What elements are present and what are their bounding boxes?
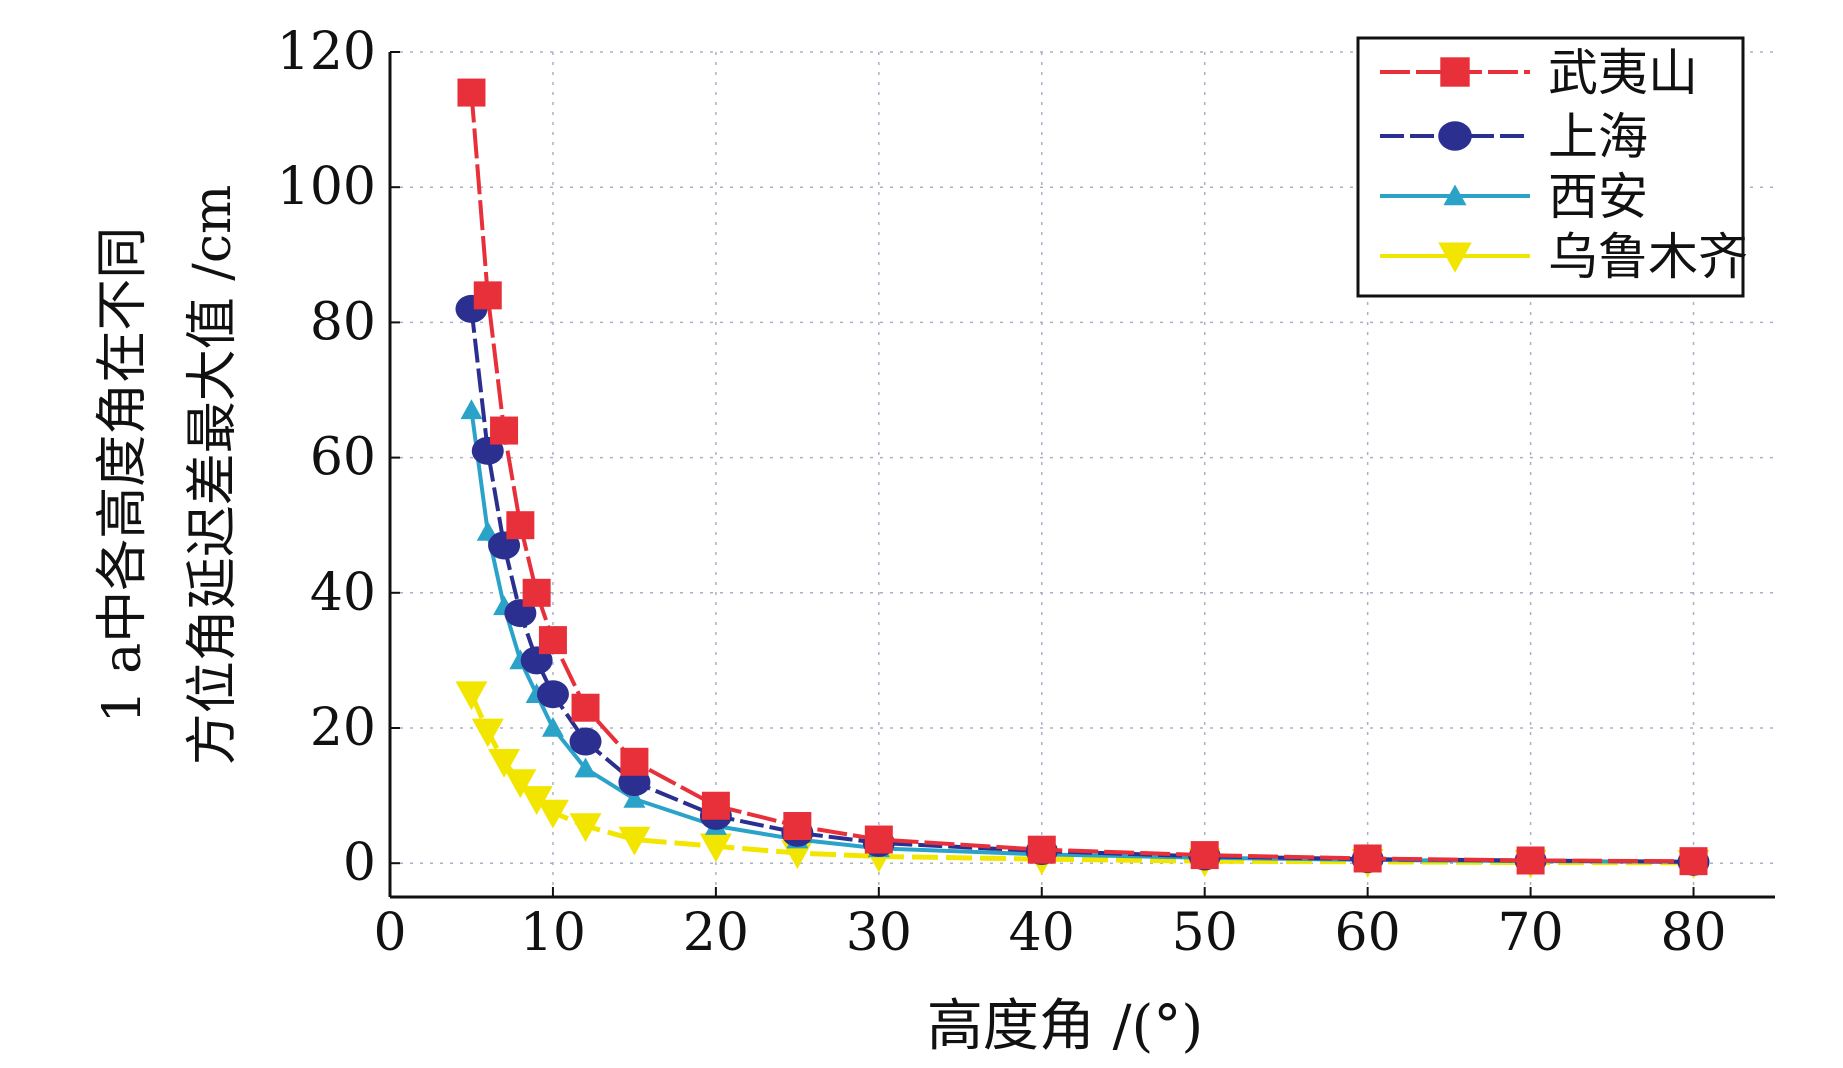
data-point-0-8	[701, 791, 730, 820]
x-tick-label-50: 50	[1172, 903, 1238, 963]
series-2	[460, 399, 1705, 871]
series-line-1	[469, 308, 1694, 864]
data-point-3-3	[504, 769, 537, 799]
legend-marker-0	[1440, 57, 1470, 87]
data-point-0-5	[538, 626, 567, 655]
y-tick-label-120: 120	[277, 22, 376, 82]
x-tick-label-30: 30	[846, 903, 912, 963]
series-line-3	[469, 693, 1694, 866]
axes	[388, 52, 1775, 899]
series-line-2	[469, 410, 1694, 864]
data-point-3-1	[471, 718, 504, 748]
data-point-0-1	[473, 281, 502, 310]
legend-label-0: 武夷山	[1548, 44, 1698, 102]
data-point-3-8	[699, 833, 732, 863]
data-point-3-2	[488, 749, 521, 778]
data-point-2-6	[574, 757, 597, 778]
data-point-3-7	[618, 826, 651, 856]
legend-label-1: 上海	[1548, 108, 1648, 166]
y-tick-label-0: 0	[343, 833, 376, 893]
x-tick-label-0: 0	[373, 903, 406, 963]
legend-marker-1	[1438, 121, 1472, 151]
series-line-0	[469, 92, 1694, 864]
series-1	[455, 294, 1710, 876]
grid	[390, 51, 1775, 897]
data-point-3-0	[455, 681, 488, 711]
y-axis-label-line-1: 1 a中各高度角在不同	[93, 227, 153, 724]
x-tick-label-20: 20	[683, 903, 749, 963]
tick-labels: 0 10 20 30 40 50 60 70 80 0 20 40 60 80 100 120	[277, 22, 1727, 963]
data-point-0-14	[1516, 846, 1545, 875]
data-point-3-6	[569, 813, 602, 843]
legend-marker-3	[1438, 242, 1472, 273]
data-point-0-10	[864, 825, 893, 854]
y-tick-label-40: 40	[310, 563, 376, 623]
data-point-0-2	[490, 416, 519, 445]
x-tick-label-80: 80	[1660, 903, 1726, 963]
legend-label-3: 乌鲁木齐	[1548, 228, 1748, 286]
data-point-2-7	[623, 787, 646, 808]
data-point-0-0	[457, 78, 486, 107]
data-point-3-5	[536, 799, 569, 829]
x-tick-label-60: 60	[1335, 903, 1401, 963]
data-point-0-15	[1679, 847, 1708, 876]
data-point-3-4	[520, 786, 553, 815]
data-point-0-9	[783, 812, 812, 841]
data-point-0-6	[571, 693, 600, 722]
data-point-0-7	[620, 747, 649, 776]
legend-label-2: 西安	[1548, 168, 1648, 226]
x-axis-label: 高度角 /(°)	[927, 994, 1203, 1059]
data-point-0-4	[522, 578, 551, 607]
legend-box	[1356, 36, 1745, 298]
data-point-2-5	[541, 717, 564, 737]
legend-marker-2	[1443, 184, 1467, 206]
y-tick-label-100: 100	[277, 157, 376, 217]
data-point-2-0	[460, 399, 483, 420]
data-point-1-6	[569, 727, 602, 756]
series-0	[457, 78, 1708, 876]
y-tick-label-80: 80	[310, 292, 376, 352]
data-point-0-12	[1190, 841, 1219, 870]
data-point-1-5	[536, 680, 569, 709]
data-point-0-11	[1027, 835, 1056, 864]
x-tick-label-40: 40	[1009, 903, 1075, 963]
data-point-0-3	[506, 511, 535, 540]
y-tick-label-20: 20	[310, 698, 376, 758]
y-tick-label-60: 60	[310, 428, 376, 488]
y-axis-label-line-2: 方位角延迟差最大值 /cm	[183, 185, 243, 765]
x-tick-label-10: 10	[520, 903, 586, 963]
data-point-0-13	[1353, 844, 1382, 873]
plot-area	[455, 78, 1710, 879]
x-tick-label-70: 70	[1498, 903, 1564, 963]
